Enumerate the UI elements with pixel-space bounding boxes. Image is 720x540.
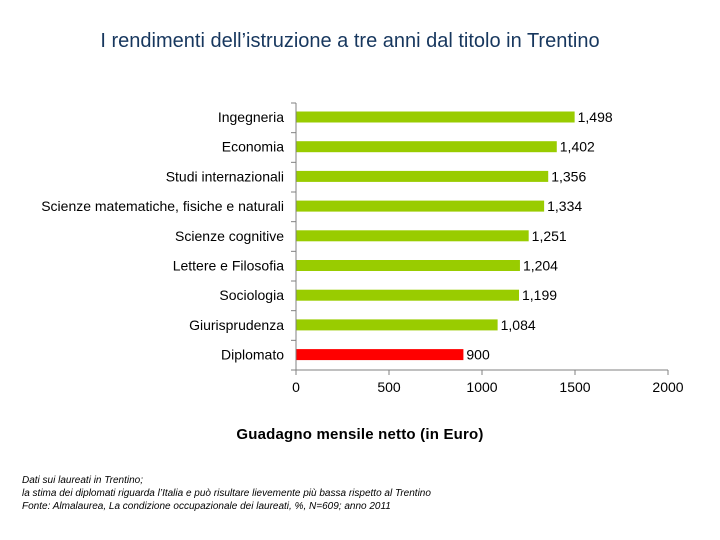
category-label: Scienze matematiche, fisiche e naturali (41, 198, 284, 214)
footnotes: Dati sui laureati in Trentino; la stima … (22, 474, 431, 513)
bar (296, 289, 520, 301)
chart-title: I rendimenti dell’istruzione a tre anni … (100, 30, 600, 52)
footnote-line: Fonte: Almalaurea, La condizione occupaz… (22, 501, 391, 512)
value-label: 1,204 (523, 258, 558, 274)
category-label: Diplomato (221, 347, 284, 363)
bar (296, 260, 520, 271)
bar (296, 111, 575, 123)
category-label: Giurisprudenza (189, 317, 284, 333)
x-tick-label: 0 (292, 379, 300, 395)
bars-group: Ingegneria 1,498 Economia 1,402 Studi intern… (41, 109, 613, 363)
value-label: 1,199 (522, 287, 557, 303)
value-label: 1,251 (532, 228, 567, 244)
category-label: Ingegneria (218, 109, 284, 125)
x-axis-label: Guadagno mensile netto (in Euro) (236, 426, 484, 443)
x-tick-label: 2000 (652, 379, 683, 395)
value-label: 1,498 (578, 109, 613, 125)
value-label: 1,402 (560, 139, 595, 155)
footnote-line: Dati sui laureati in Trentino; (22, 475, 143, 486)
category-label: Lettere e Filosofia (173, 258, 284, 274)
bar (296, 170, 549, 182)
bar (296, 319, 498, 331)
x-tick-label: 1500 (559, 379, 590, 395)
category-label: Sociologia (219, 287, 284, 303)
category-label: Economia (222, 139, 284, 155)
value-label: 900 (466, 347, 490, 363)
bar (296, 230, 529, 242)
value-label: 1,356 (551, 168, 586, 184)
value-label: 1,084 (501, 317, 536, 333)
bar (296, 200, 545, 212)
bar (296, 141, 557, 153)
axes-group: 0 500 1000 1500 2000 (291, 102, 684, 395)
category-label: Studi internazionali (166, 168, 284, 184)
bar (296, 349, 464, 361)
value-label: 1,334 (547, 198, 582, 214)
x-tick-label: 500 (377, 379, 401, 395)
x-tick-label: 1000 (466, 379, 497, 395)
footnote-line: la stima dei diplomati riguarda l’Italia… (22, 488, 431, 499)
category-label: Scienze cognitive (175, 228, 284, 244)
